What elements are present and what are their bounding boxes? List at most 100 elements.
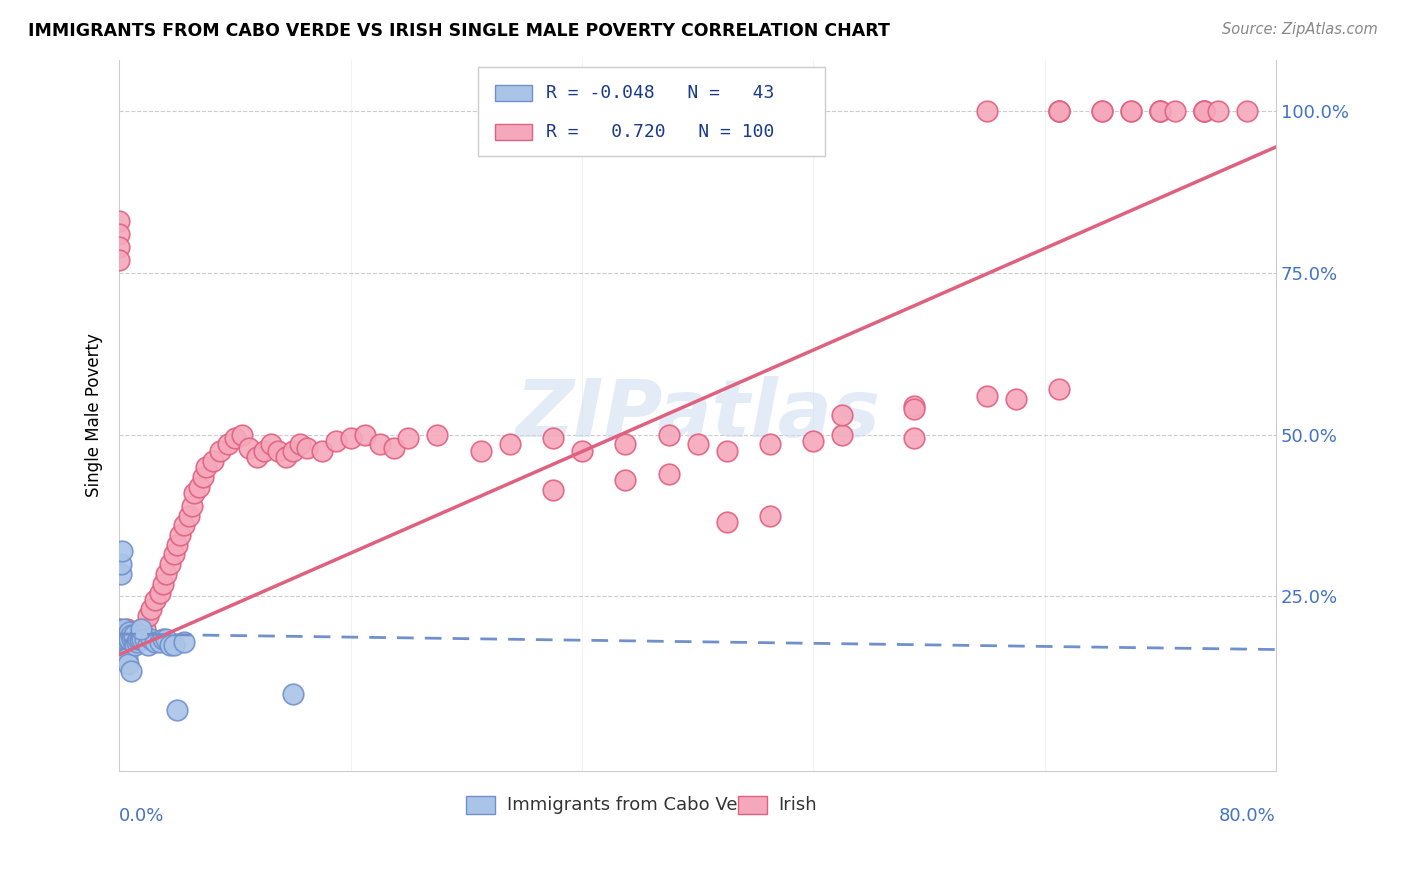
Point bbox=[1047, 104, 1070, 119]
Point bbox=[108, 628, 131, 642]
Point bbox=[115, 622, 138, 636]
Point bbox=[173, 518, 195, 533]
Point bbox=[1149, 104, 1171, 119]
Point bbox=[127, 632, 149, 646]
Text: R = -0.048   N =   43: R = -0.048 N = 43 bbox=[546, 84, 775, 102]
Text: 0.0%: 0.0% bbox=[120, 806, 165, 825]
Text: ZIPatlas: ZIPatlas bbox=[515, 376, 880, 454]
Point bbox=[1047, 104, 1070, 119]
Point bbox=[398, 431, 420, 445]
Point bbox=[759, 437, 782, 451]
Point bbox=[108, 622, 131, 636]
Point bbox=[195, 460, 218, 475]
Point bbox=[108, 227, 131, 242]
Point bbox=[128, 632, 150, 646]
Point bbox=[1047, 104, 1070, 119]
Point bbox=[145, 634, 167, 648]
Point bbox=[122, 625, 145, 640]
Point bbox=[177, 508, 200, 523]
Point bbox=[112, 622, 135, 636]
FancyBboxPatch shape bbox=[738, 796, 768, 814]
Point bbox=[831, 409, 853, 423]
Point bbox=[253, 444, 276, 458]
Point bbox=[149, 586, 172, 600]
Point bbox=[1192, 104, 1215, 119]
Point bbox=[166, 538, 188, 552]
Y-axis label: Single Male Poverty: Single Male Poverty bbox=[86, 334, 103, 498]
Point bbox=[120, 628, 142, 642]
Point bbox=[122, 628, 145, 642]
Point bbox=[1206, 104, 1229, 119]
Point bbox=[112, 628, 135, 642]
Point bbox=[1091, 104, 1114, 119]
Point bbox=[114, 625, 136, 640]
Point bbox=[108, 638, 131, 652]
Point bbox=[129, 622, 152, 636]
Point bbox=[145, 592, 167, 607]
Point bbox=[1149, 104, 1171, 119]
Point bbox=[108, 622, 131, 636]
Point bbox=[831, 427, 853, 442]
Point bbox=[117, 632, 139, 646]
Point bbox=[246, 450, 269, 465]
Point bbox=[288, 437, 311, 451]
Point bbox=[163, 638, 186, 652]
Point bbox=[1192, 104, 1215, 119]
Point bbox=[368, 437, 391, 451]
Point bbox=[311, 444, 333, 458]
Point bbox=[149, 634, 172, 648]
Point bbox=[470, 444, 492, 458]
Point bbox=[134, 632, 156, 646]
FancyBboxPatch shape bbox=[467, 796, 495, 814]
Point bbox=[1091, 104, 1114, 119]
Point bbox=[716, 444, 738, 458]
FancyBboxPatch shape bbox=[495, 85, 533, 101]
Point bbox=[354, 427, 377, 442]
Point bbox=[169, 528, 191, 542]
Point bbox=[325, 434, 347, 449]
Point bbox=[281, 686, 304, 700]
Point bbox=[120, 664, 142, 678]
Point bbox=[120, 625, 142, 640]
Point bbox=[339, 431, 361, 445]
Point bbox=[136, 608, 159, 623]
Point bbox=[112, 628, 135, 642]
Point bbox=[108, 625, 131, 640]
Point bbox=[122, 632, 145, 646]
Point bbox=[129, 628, 152, 642]
Point bbox=[238, 441, 260, 455]
Point bbox=[111, 625, 134, 640]
Point bbox=[152, 632, 174, 646]
Point bbox=[163, 548, 186, 562]
Point bbox=[382, 441, 405, 455]
Point bbox=[658, 467, 681, 481]
Point bbox=[118, 625, 141, 640]
Text: Irish: Irish bbox=[779, 796, 817, 814]
Point bbox=[903, 401, 925, 416]
Point bbox=[124, 638, 146, 652]
Point bbox=[976, 104, 998, 119]
Point bbox=[108, 628, 131, 642]
Point bbox=[131, 632, 153, 646]
Point bbox=[108, 253, 131, 268]
Point bbox=[191, 470, 214, 484]
Point bbox=[114, 632, 136, 646]
Point bbox=[183, 486, 205, 500]
Point bbox=[110, 557, 132, 571]
Text: Immigrants from Cabo Verde: Immigrants from Cabo Verde bbox=[506, 796, 766, 814]
Point bbox=[118, 628, 141, 642]
Point bbox=[152, 576, 174, 591]
Text: Source: ZipAtlas.com: Source: ZipAtlas.com bbox=[1222, 22, 1378, 37]
Point bbox=[155, 566, 177, 581]
Point bbox=[716, 515, 738, 529]
Point bbox=[614, 437, 637, 451]
Point bbox=[111, 544, 134, 558]
Point bbox=[110, 566, 132, 581]
Point bbox=[118, 632, 141, 646]
Point bbox=[1047, 383, 1070, 397]
Point bbox=[129, 622, 152, 636]
Point bbox=[136, 638, 159, 652]
Point bbox=[159, 557, 181, 571]
Point bbox=[1164, 104, 1187, 119]
Text: IMMIGRANTS FROM CABO VERDE VS IRISH SINGLE MALE POVERTY CORRELATION CHART: IMMIGRANTS FROM CABO VERDE VS IRISH SING… bbox=[28, 22, 890, 40]
